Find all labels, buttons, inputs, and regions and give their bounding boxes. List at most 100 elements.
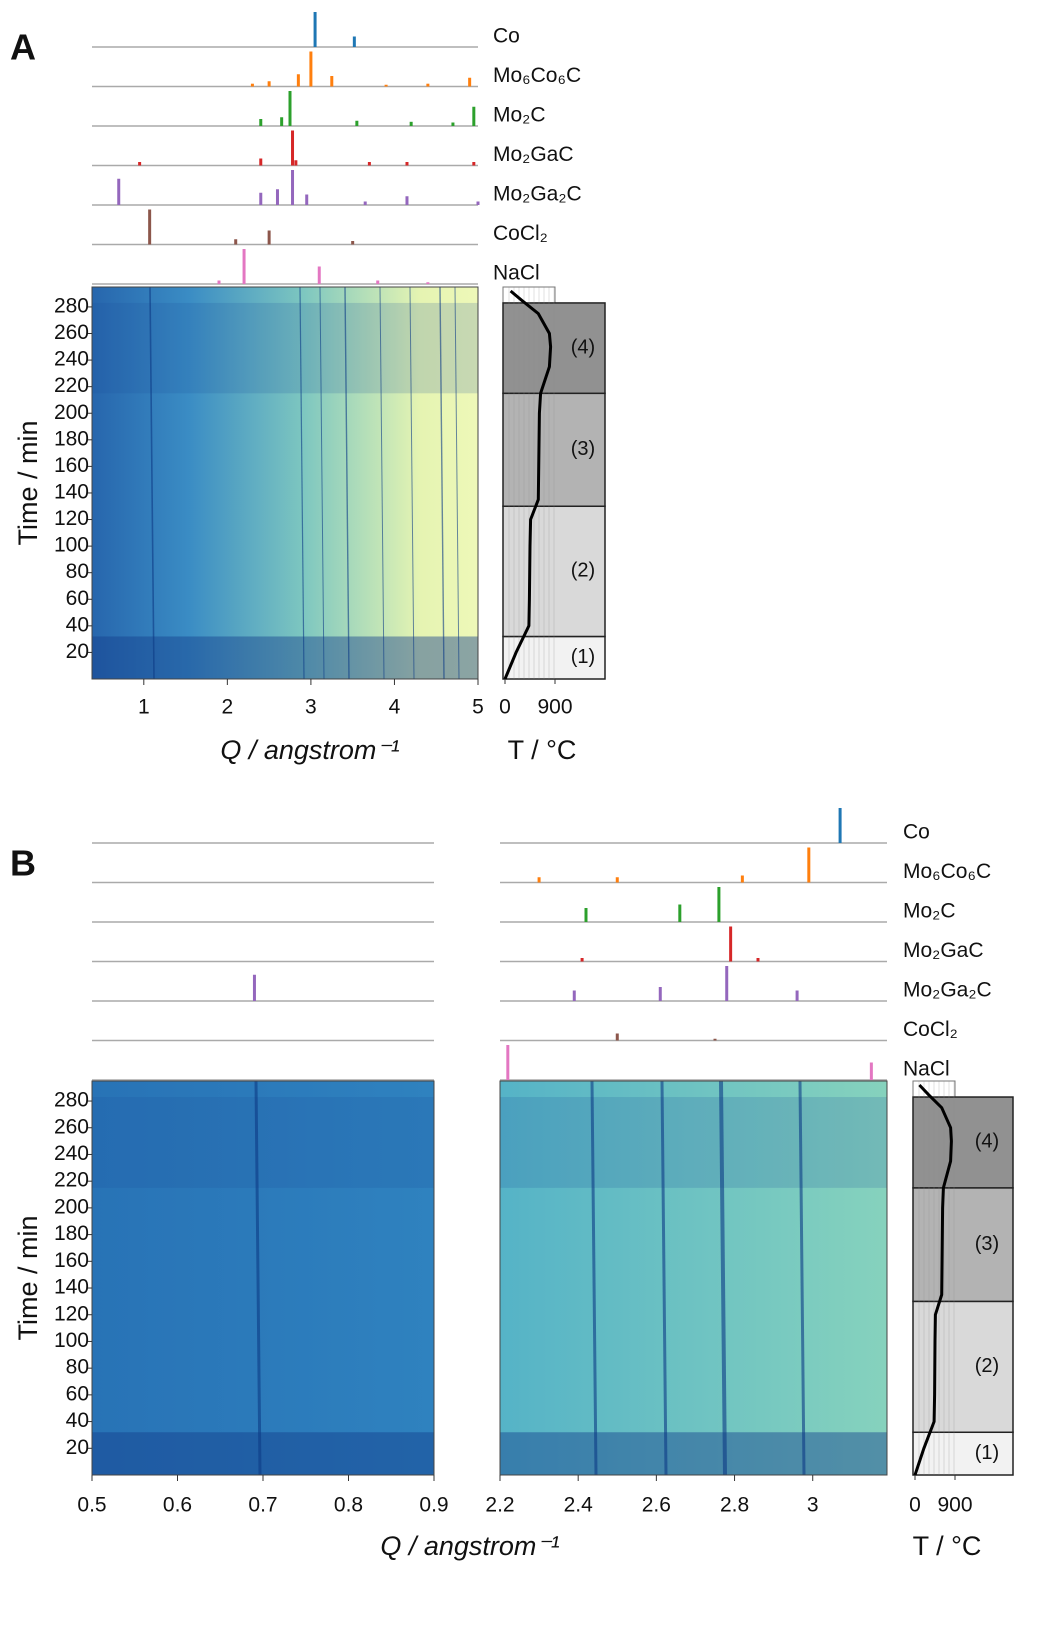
x-tick-label: 2: [222, 696, 234, 719]
x-tick-label: 0.9: [419, 1494, 448, 1517]
panel-label: A: [10, 27, 36, 68]
pattern-name: CoCl₂: [493, 222, 548, 245]
heatmap-streak: [454, 286, 460, 680]
y-tick-label: 280: [54, 1089, 89, 1112]
pattern-name: CoCl₂: [903, 1018, 958, 1041]
y-tick-label: 200: [54, 1195, 89, 1218]
x-tick-label: 3: [305, 696, 317, 719]
pattern-name: Co: [493, 25, 520, 48]
y-tick-label: 200: [54, 401, 89, 424]
stage: [912, 1300, 1014, 1434]
y-tick-label: 160: [54, 1249, 89, 1272]
y-tick-label: 120: [54, 1302, 89, 1325]
y-tick-label: 60: [66, 587, 89, 610]
y-tick-label: 20: [66, 1436, 89, 1459]
pattern-name: Mo₂Ga₂C: [903, 979, 992, 1002]
heatmap-streak: [344, 286, 350, 680]
x-tick-label: 0: [909, 1494, 921, 1517]
x-tick-label: 0.6: [163, 1494, 192, 1517]
pattern-name: Mo₂GaC: [493, 143, 574, 166]
x-tick-label: 2.8: [720, 1494, 749, 1517]
y-tick-label: 40: [66, 1409, 89, 1432]
stage-label: (2): [571, 560, 595, 582]
x-tick-label: 900: [537, 696, 572, 719]
x-axis-label: Q / angstrom⁻¹: [380, 1531, 559, 1561]
x-tick-label: 900: [937, 1494, 972, 1517]
stage-label: (1): [975, 1442, 999, 1464]
stage-label: (4): [975, 1131, 999, 1153]
y-axis-label: Time / min: [13, 1215, 43, 1340]
stage-label: (1): [571, 646, 595, 668]
panel-label: B: [10, 843, 36, 884]
y-tick-label: 220: [54, 1169, 89, 1192]
heatmap-streak: [798, 1080, 806, 1476]
x-tick-label: 5: [472, 696, 484, 719]
heatmap-band: [92, 1097, 434, 1188]
pattern-name: Mo₂C: [903, 900, 956, 923]
y-tick-label: 240: [54, 348, 89, 371]
y-tick-label: 180: [54, 427, 89, 450]
pattern-name: Mo₂GaC: [903, 939, 984, 962]
y-tick-label: 20: [66, 640, 89, 663]
y-tick-label: 160: [54, 454, 89, 477]
x-axis-label: T / °C: [508, 735, 577, 765]
heatmap-streak: [254, 1080, 262, 1476]
pattern-name: NaCl: [493, 262, 540, 285]
stage: [912, 1187, 1014, 1303]
stage-label: (3): [975, 1233, 999, 1255]
stage-label: (4): [571, 336, 595, 358]
y-tick-label: 140: [54, 1276, 89, 1299]
temperature-line: [503, 289, 553, 680]
x-axis-label: T / °C: [913, 1531, 982, 1561]
pattern-name: Co: [903, 821, 930, 844]
heatmap-band: [92, 636, 478, 679]
x-tick-label: 2.2: [485, 1494, 514, 1517]
y-tick-label: 260: [54, 1115, 89, 1138]
x-tick-label: 0: [499, 696, 511, 719]
heatmap-band: [92, 302, 478, 394]
x-tick-label: 2.4: [564, 1494, 594, 1517]
heatmap-streak: [590, 1080, 598, 1476]
x-axis-label: Q / angstrom⁻¹: [220, 735, 399, 765]
heatmap-streak: [379, 286, 385, 680]
heatmap-streak: [319, 286, 325, 680]
stage-label: (3): [571, 438, 595, 460]
x-tick-label: 3: [807, 1494, 819, 1517]
y-tick-label: 80: [66, 560, 89, 583]
heatmap-streak: [439, 286, 445, 680]
heatmap-band: [92, 1432, 434, 1475]
heatmap-streak: [719, 1080, 727, 1476]
y-tick-label: 140: [54, 481, 89, 504]
pattern-name: NaCl: [903, 1058, 950, 1081]
temperature-line: [913, 1083, 953, 1476]
stage-label: (2): [975, 1355, 999, 1377]
axis-frame: [91, 286, 479, 680]
x-tick-label: 0.5: [77, 1494, 106, 1517]
pattern-name: Mo₂C: [493, 104, 546, 127]
stage: [912, 1096, 1014, 1189]
heatmap-band: [500, 1432, 887, 1475]
heatmap-streak: [409, 286, 415, 680]
x-tick-label: 2.6: [642, 1494, 671, 1517]
y-tick-label: 80: [66, 1356, 89, 1379]
x-tick-label: 0.7: [248, 1494, 277, 1517]
y-axis-label: Time / min: [13, 420, 43, 545]
axis-frame: [499, 1080, 888, 1476]
pattern-name: Mo₂Ga₂C: [493, 183, 582, 206]
x-tick-label: 1: [138, 696, 150, 719]
y-tick-label: 260: [54, 321, 89, 344]
heatmap-band: [500, 1097, 887, 1188]
y-tick-label: 100: [54, 534, 89, 557]
y-tick-label: 180: [54, 1222, 89, 1245]
x-tick-label: 4: [389, 696, 401, 719]
y-tick-label: 120: [54, 507, 89, 530]
y-tick-label: 60: [66, 1382, 89, 1405]
y-tick-label: 280: [54, 294, 89, 317]
heatmap: [92, 1081, 434, 1475]
y-tick-label: 240: [54, 1142, 89, 1165]
x-tick-label: 0.8: [334, 1494, 363, 1517]
heatmap: [500, 1081, 887, 1475]
y-tick-label: 40: [66, 613, 89, 636]
pattern-name: Mo₆Co₆C: [903, 860, 991, 883]
